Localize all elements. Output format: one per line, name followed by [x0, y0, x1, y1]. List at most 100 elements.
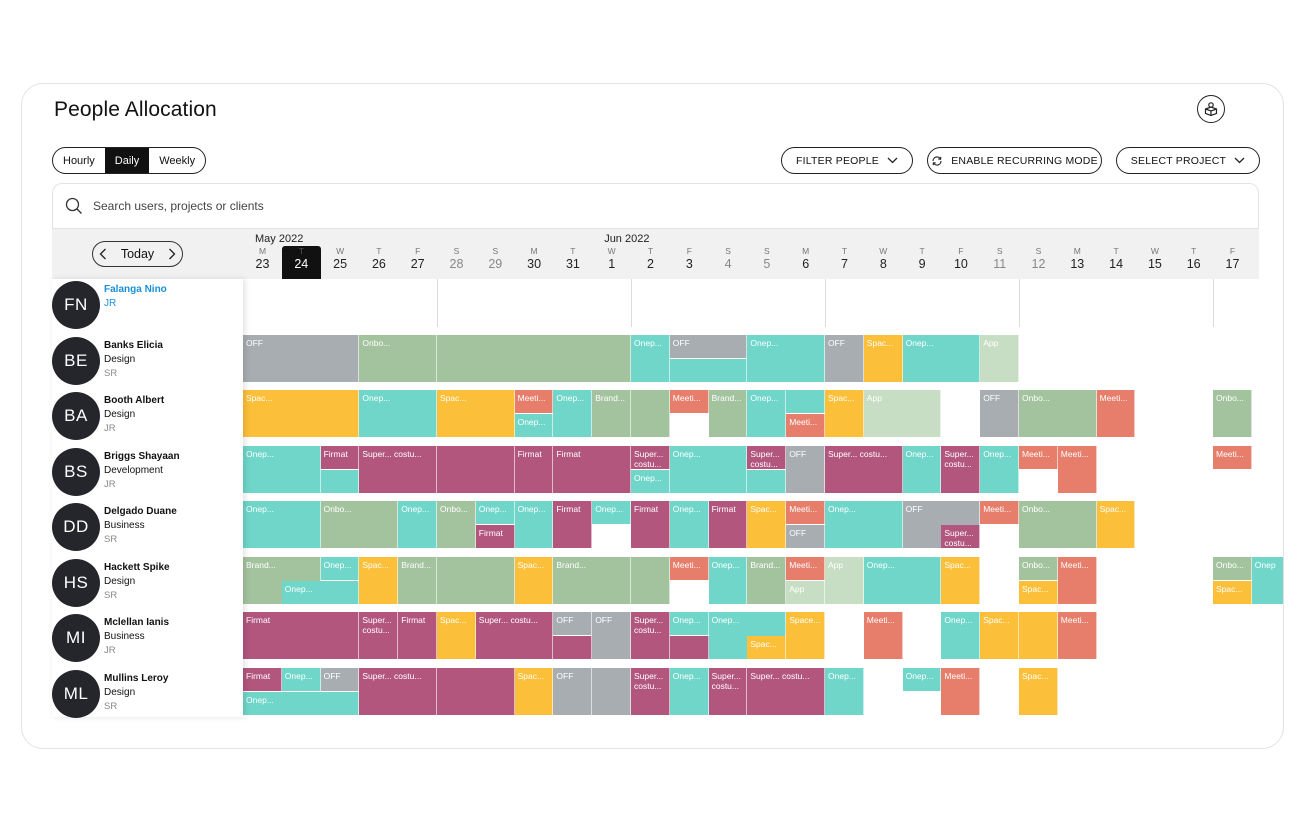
allocation-block[interactable]	[786, 390, 825, 413]
person-name[interactable]: Mullins Leroy	[104, 672, 169, 684]
allocation-block[interactable]: Spac...	[747, 636, 787, 659]
day-column-25[interactable]: W 25	[321, 246, 360, 279]
allocation-block[interactable]: Spac...	[1019, 580, 1058, 604]
allocation-block[interactable]: Firmat	[514, 445, 554, 493]
allocation-block[interactable]: Onbo...	[1019, 556, 1058, 580]
allocation-block[interactable]: Brand...	[592, 390, 631, 437]
view-weekly-button[interactable]: Weekly	[159, 154, 196, 167]
allocation-block[interactable]: Onep...	[320, 556, 360, 580]
allocation-block[interactable]: Onep...	[941, 612, 981, 659]
allocation-block[interactable]: Firmat	[320, 445, 360, 469]
person-name[interactable]: Mclellan Ianis	[104, 617, 170, 628]
allocation-block[interactable]: Onbo...	[320, 501, 399, 548]
allocation-block[interactable]: OFF	[243, 334, 360, 382]
allocation-block[interactable]: Onbo...	[1213, 556, 1252, 580]
allocation-block[interactable]: Spac...	[1019, 667, 1058, 715]
person-name[interactable]: Booth Albert	[104, 395, 165, 406]
allocation-block[interactable]: Firmat	[243, 612, 360, 659]
allocation-block[interactable]: Onep...	[592, 501, 631, 524]
allocation-block[interactable]: Meeti...	[1019, 445, 1058, 469]
next-arrow-icon[interactable]	[168, 248, 176, 260]
recurring-mode-button[interactable]: ENABLE RECURRING MODE	[927, 147, 1102, 174]
filter-people-button[interactable]: FILTER PEOPLE	[781, 147, 913, 174]
day-column-23[interactable]: M 23	[243, 246, 282, 279]
allocation-block[interactable]: Onep...	[514, 501, 554, 548]
allocation-block[interactable]: Onep...	[631, 469, 670, 493]
allocation-block[interactable]: Meeti...	[1096, 390, 1136, 437]
allocation-block[interactable]: Onep...	[825, 667, 864, 715]
allocation-block[interactable]	[631, 390, 670, 437]
allocation-block[interactable]: Meeti...	[1213, 445, 1252, 469]
allocation-block[interactable]: Spac...	[359, 556, 399, 604]
day-column-29[interactable]: S 29	[476, 246, 515, 279]
allocation-block[interactable]: Space...	[786, 612, 825, 659]
allocation-block[interactable]: Spac...	[747, 501, 787, 548]
allocation-block[interactable]: Meeti...	[786, 501, 825, 524]
allocation-block[interactable]: Onep...	[359, 390, 437, 437]
day-column-17[interactable]: F 17	[1213, 246, 1252, 279]
allocation-block[interactable]: Onep...	[669, 445, 748, 493]
allocation-block[interactable]: OFF	[786, 445, 825, 493]
allocation-block[interactable]: Super... costu...	[941, 445, 981, 493]
allocation-block[interactable]: Spac...	[514, 667, 554, 715]
allocation-block[interactable]: Onep...	[747, 334, 825, 382]
day-column-26[interactable]: T 26	[359, 246, 398, 279]
day-column-30[interactable]: M 30	[515, 246, 554, 279]
allocation-block[interactable]: Firmat	[631, 501, 670, 548]
day-column-12[interactable]: S 12	[1019, 246, 1058, 279]
allocation-block[interactable]: Spac...	[514, 556, 554, 604]
allocation-block[interactable]: Spac...	[941, 556, 981, 604]
person-row[interactable]: BA Booth Albert Design JR	[52, 390, 243, 445]
allocation-block[interactable]: Super... costu...	[475, 612, 554, 659]
allocation-block[interactable]: Firmat	[553, 501, 593, 548]
allocation-block[interactable]	[669, 636, 709, 659]
allocation-block[interactable]: Spac...	[437, 612, 476, 659]
allocation-block[interactable]: App	[786, 580, 825, 604]
allocation-block[interactable]: Brand...	[747, 556, 787, 604]
allocation-block[interactable]: Onep...	[243, 501, 321, 548]
allocation-block[interactable]: Onep...	[902, 445, 942, 493]
allocation-block[interactable]: Super... costu...	[359, 445, 437, 493]
allocation-block[interactable]: Meeti...	[669, 556, 709, 580]
search-input[interactable]	[93, 199, 1193, 213]
day-column-11[interactable]: S 11	[980, 246, 1019, 279]
allocation-block[interactable]: Onep...	[863, 556, 942, 604]
allocation-block[interactable]: Onep...	[669, 612, 709, 635]
allocation-block[interactable]: Spac...	[980, 612, 1019, 659]
allocation-block[interactable]: Super... costu...	[631, 612, 670, 659]
allocation-block[interactable]: OFF	[825, 334, 864, 382]
allocation-block[interactable]: Super... costu...	[359, 612, 399, 659]
allocation-block[interactable]: Firmat	[553, 445, 631, 493]
allocation-block[interactable]: OFF	[553, 667, 593, 715]
allocation-block[interactable]: Onep...	[825, 501, 903, 548]
person-name[interactable]: Hackett Spike	[104, 561, 170, 573]
allocation-block[interactable]	[747, 469, 787, 493]
allocation-block[interactable]: OFF	[592, 612, 631, 659]
allocation-block[interactable]: Onbo...	[1019, 390, 1097, 437]
allocation-block[interactable]: Onep...	[243, 445, 321, 493]
allocation-block[interactable]: Onep...	[902, 334, 981, 382]
allocation-block[interactable]: Super... costu...	[941, 525, 981, 548]
allocation-block[interactable]	[669, 358, 748, 382]
allocation-block[interactable]	[592, 667, 631, 715]
allocation-block[interactable]: Spac...	[1213, 580, 1252, 604]
allocation-block[interactable]: App	[980, 334, 1019, 382]
person-row[interactable]: MI Mclellan Ianis Business JR	[52, 612, 243, 667]
allocation-block[interactable]: Spac...	[863, 334, 903, 382]
allocation-block[interactable]: Onbo...	[359, 334, 437, 382]
allocation-block[interactable]: Onep...	[902, 667, 942, 691]
allocation-block[interactable]: Spac...	[1096, 501, 1136, 548]
box-icon[interactable]	[1197, 95, 1225, 123]
day-column-31[interactable]: T 31	[553, 246, 592, 279]
person-row[interactable]: DD Delgado Duane Business SR	[52, 501, 243, 556]
person-row[interactable]: HS Hackett Spike Design SR	[52, 557, 243, 612]
allocation-block[interactable]: Onep...	[631, 334, 670, 382]
person-name[interactable]: Banks Elicia	[104, 339, 163, 351]
allocation-block[interactable]: Spac...	[437, 390, 515, 437]
view-hourly-button[interactable]: Hourly	[63, 154, 95, 167]
allocation-block[interactable]: Meeti...	[514, 390, 554, 413]
allocation-block[interactable]: Super... costu...	[825, 445, 903, 493]
